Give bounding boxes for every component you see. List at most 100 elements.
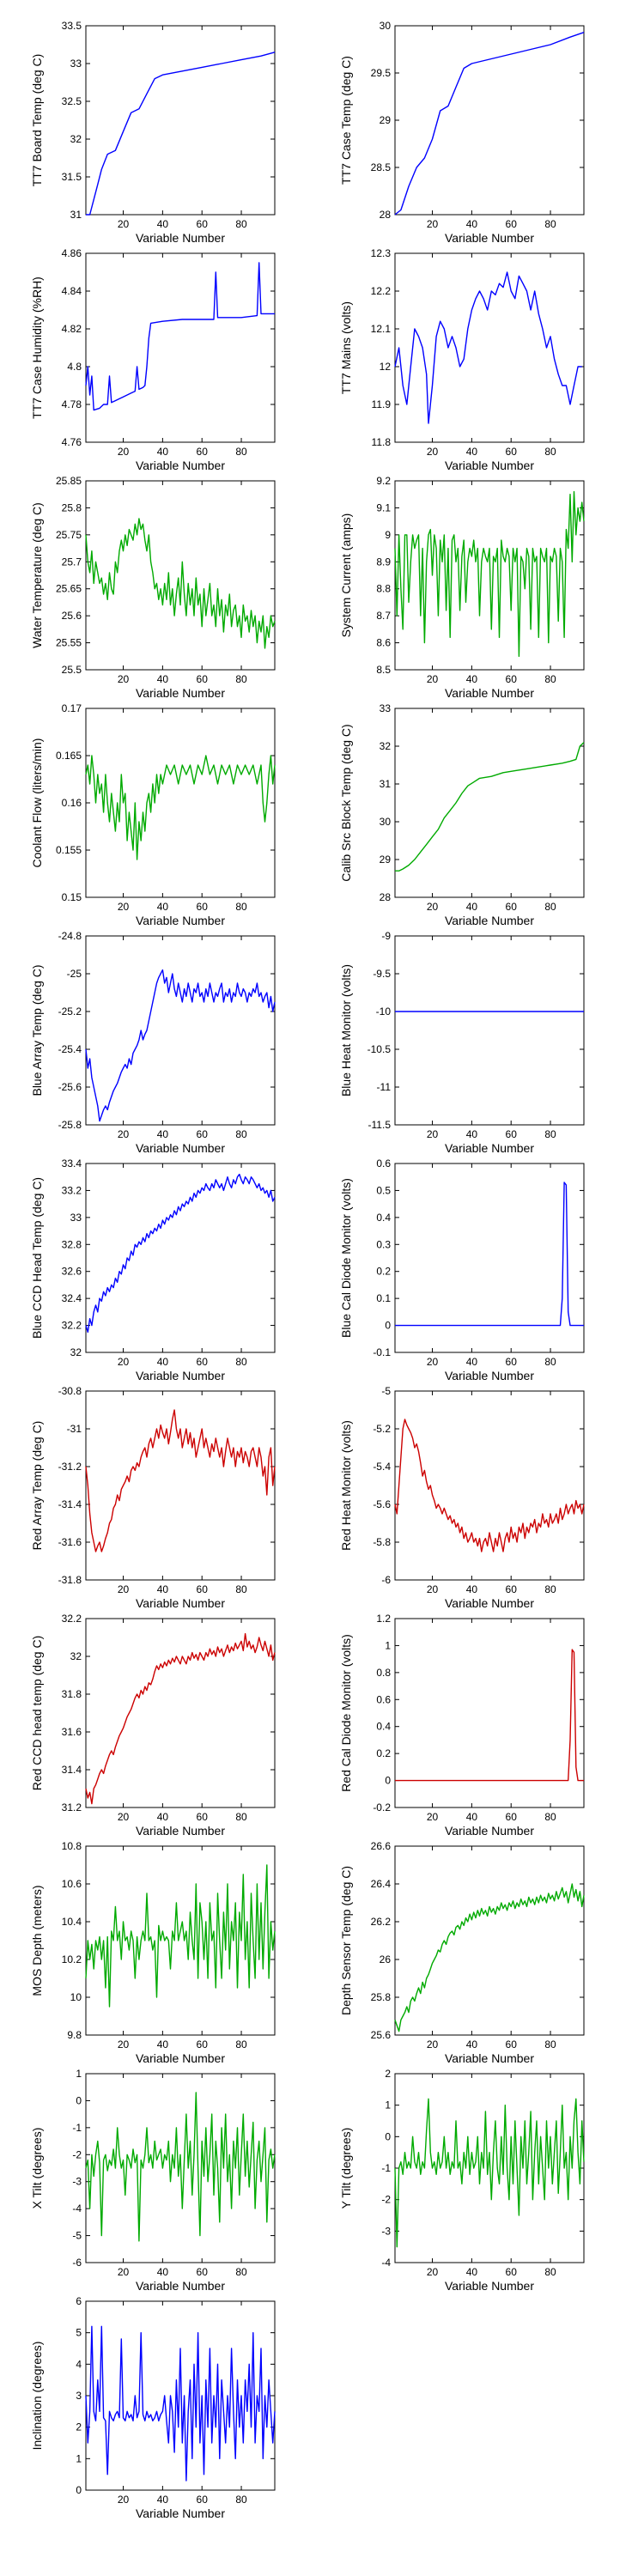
x-tick-label: 40: [157, 1583, 169, 1595]
x-axis-label: Variable Number: [445, 2051, 534, 2065]
series-line: [85, 755, 276, 860]
x-tick-label: 60: [506, 1356, 518, 1368]
y-tick-label: 1.2: [376, 1613, 391, 1625]
y-tick-label: -30.8: [58, 1385, 82, 1397]
x-tick-label: 40: [466, 1583, 478, 1595]
x-tick-label: 20: [427, 1128, 439, 1140]
y-tick-label: 0.4: [376, 1721, 391, 1733]
y-tick-label: -6: [72, 2257, 82, 2269]
y-tick-label: 0: [385, 1775, 391, 1787]
y-tick-label: 31: [380, 778, 392, 790]
y-tick-label: 9.2: [376, 475, 391, 487]
plot-frame: [394, 480, 585, 671]
x-axis-label: Variable Number: [445, 914, 534, 927]
y-tick-label: -1: [381, 2162, 391, 2174]
x-axis-label: Variable Number: [445, 231, 534, 245]
x-tick-label: 60: [197, 2038, 209, 2050]
x-tick-label: 20: [118, 2494, 130, 2506]
y-tick-label: 0.17: [62, 702, 82, 714]
x-tick-label: 60: [197, 218, 209, 230]
y-axis-label: TT7 Case Temp (deg C): [339, 56, 353, 185]
y-tick-label: 26.2: [371, 1916, 392, 1928]
y-axis-label: TT7 Board Temp (deg C): [30, 54, 44, 187]
chart-panel: 0 1 2 3 4 5 6 20 40 60 80 Variable Number Inclinatio…: [30, 2295, 276, 2520]
x-tick-label: 60: [197, 1583, 209, 1595]
y-tick-label: 33.2: [62, 1184, 82, 1196]
x-tick-label: 40: [466, 218, 478, 230]
chart-panel: 25.5 25.55 25.6 25.65 25.7 25.75 25.8 25.85 20 40…: [30, 475, 276, 700]
y-tick-label: -5.6: [373, 1498, 391, 1510]
y-axis-label: Red CCD head temp (deg C): [30, 1636, 44, 1791]
y-tick-label: -10.5: [368, 1043, 392, 1055]
chart-panel: 28 29 30 31 32 33 20 40 60 80 Variable Number Calib…: [339, 702, 585, 927]
x-axis-label: Variable Number: [136, 2051, 225, 2065]
x-tick-label: 40: [466, 446, 478, 458]
y-tick-label: 32.5: [62, 95, 82, 107]
y-tick-label: -25.8: [58, 1119, 82, 1131]
chart-panel: 8.5 8.6 8.7 8.8 8.9 9 9.1 9.2 20 40 60 80 Variable N…: [339, 475, 585, 700]
series-line: [394, 490, 585, 657]
x-tick-label: 80: [235, 2494, 247, 2506]
y-tick-label: -5.2: [373, 1423, 391, 1435]
series-line: [85, 1632, 276, 1805]
plot-frame: [394, 1618, 585, 1808]
y-tick-label: 1: [385, 1639, 391, 1651]
y-tick-label: -25.2: [58, 1005, 82, 1018]
x-tick-label: 20: [118, 673, 130, 685]
x-tick-label: 40: [157, 1356, 169, 1368]
series-line: [86, 52, 276, 216]
y-tick-label: 12: [380, 361, 392, 373]
y-tick-label: 8.8: [376, 583, 391, 595]
x-tick-label: 80: [235, 1811, 247, 1823]
y-tick-label: 4.84: [62, 285, 82, 297]
series-line: [394, 2098, 585, 2248]
x-tick-label: 80: [235, 2266, 247, 2278]
y-axis-label: Coolant Flow (liters/min): [30, 738, 44, 868]
y-tick-label: -9.5: [373, 968, 391, 980]
y-tick-label: 29: [380, 854, 392, 866]
chart-panel: 9.8 10 10.2 10.4 10.6 10.8 20 40 60 80 Variable Nu…: [30, 1840, 276, 2065]
y-tick-label: 25.7: [62, 556, 82, 568]
y-tick-label: 33: [380, 702, 392, 714]
y-tick-label: 5: [76, 2327, 82, 2339]
x-axis-label: Variable Number: [136, 231, 225, 245]
x-tick-label: 80: [544, 1356, 556, 1368]
y-tick-label: 11.8: [372, 436, 392, 448]
y-tick-label: 4.78: [62, 398, 82, 410]
y-tick-label: -31.8: [58, 1574, 82, 1586]
y-tick-label: 10.4: [62, 1916, 82, 1928]
y-tick-label: 8.6: [376, 637, 391, 649]
x-tick-label: 20: [118, 2038, 130, 2050]
y-tick-label: 0.6: [376, 1693, 391, 1705]
y-tick-label: -31.2: [58, 1461, 82, 1473]
x-tick-label: 40: [157, 446, 169, 458]
y-tick-label: 33: [70, 1212, 82, 1224]
y-tick-label: 10: [70, 1991, 82, 2003]
x-tick-label: 80: [544, 218, 556, 230]
plot-frame: [394, 25, 585, 216]
chart-panel: 0.15 0.155 0.16 0.165 0.17 20 40 60 80 Variable N…: [30, 702, 276, 927]
x-tick-label: 60: [197, 1128, 209, 1140]
x-tick-label: 60: [506, 2038, 518, 2050]
x-tick-label: 40: [466, 673, 478, 685]
y-tick-label: 32.4: [62, 1292, 82, 1304]
y-tick-label: -5: [72, 2230, 82, 2242]
y-tick-label: 30: [380, 816, 392, 828]
x-axis-label: Variable Number: [136, 686, 225, 700]
series-line: [85, 1864, 276, 2008]
y-tick-label: 1: [76, 2452, 82, 2464]
series-line: [395, 1649, 584, 1782]
plot-frame: [394, 1163, 585, 1353]
x-tick-label: 60: [506, 1811, 518, 1823]
y-tick-label: 28.5: [371, 161, 392, 173]
y-tick-label: 25.55: [56, 637, 82, 649]
x-axis-label: Variable Number: [445, 459, 534, 472]
y-axis-label: Inclination (degrees): [30, 2342, 44, 2451]
x-tick-label: 80: [544, 673, 556, 685]
chart-panel: 11.8 11.9 12 12.1 12.2 12.3 20 40 60 80 Variable N…: [339, 247, 585, 472]
y-tick-label: 0.2: [376, 1747, 391, 1759]
y-tick-label: 25.85: [56, 475, 82, 487]
x-tick-label: 60: [506, 1128, 518, 1140]
plot-frame: [85, 1390, 276, 1581]
x-tick-label: 80: [235, 1128, 247, 1140]
